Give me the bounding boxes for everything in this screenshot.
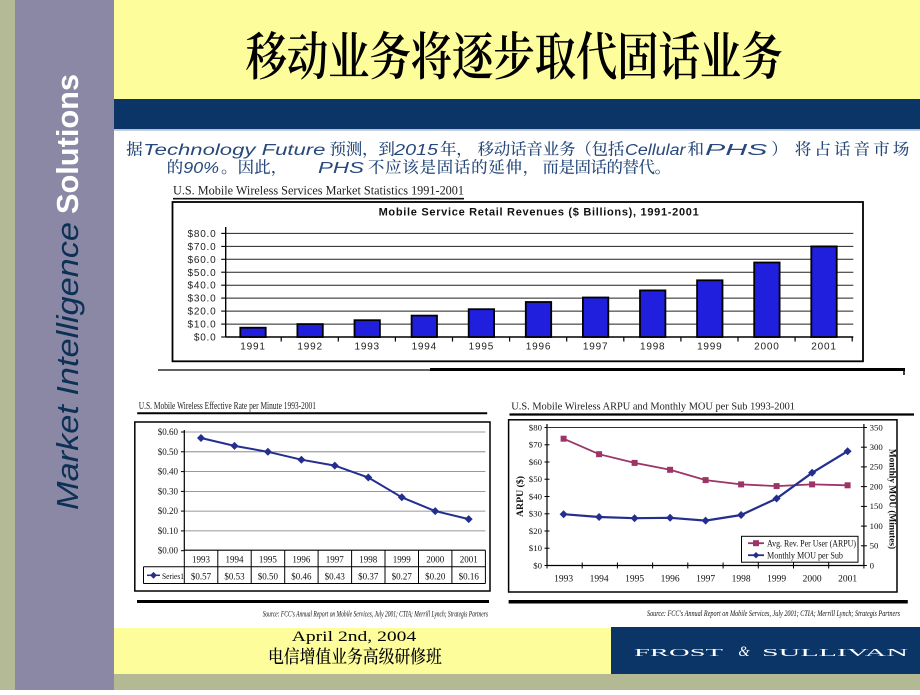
- svg-text:April 2nd, 2004: April 2nd, 2004: [292, 629, 417, 645]
- svg-text:$0.27: $0.27: [392, 571, 413, 581]
- svg-text:2000: 2000: [803, 575, 822, 585]
- svg-text:$80.0: $80.0: [187, 229, 216, 240]
- svg-text:$0.40: $0.40: [158, 467, 179, 477]
- svg-text:1993: 1993: [554, 575, 573, 585]
- svg-text:1992: 1992: [297, 342, 322, 353]
- svg-text:$10: $10: [529, 543, 543, 553]
- svg-text:FROST: FROST: [634, 647, 724, 659]
- svg-text:1997: 1997: [583, 342, 608, 353]
- svg-text:1995: 1995: [469, 342, 494, 353]
- svg-text:U.S. Mobile Wireless ARPU and: U.S. Mobile Wireless ARPU and Monthly MO…: [511, 401, 795, 413]
- svg-text:90%: 90%: [183, 160, 219, 177]
- svg-text:SULLIVAN: SULLIVAN: [762, 647, 909, 659]
- svg-text:1994: 1994: [590, 575, 609, 585]
- svg-text:U.S. Mobile Wireless Effective: U.S. Mobile Wireless Effective Rate per …: [139, 400, 316, 412]
- svg-text:1998: 1998: [640, 342, 665, 353]
- svg-text:PHS: PHS: [318, 160, 365, 177]
- svg-text:$60.0: $60.0: [187, 255, 216, 266]
- svg-text:$10.0: $10.0: [187, 320, 216, 331]
- svg-text:1999: 1999: [697, 342, 722, 353]
- svg-text:$30.0: $30.0: [187, 294, 216, 305]
- svg-text:U.S. Mobile Wireless Services: U.S. Mobile Wireless Services Market Sta…: [173, 184, 464, 198]
- svg-text:Source: FCC's Annual Report on: Source: FCC's Annual Report on Mobile Se…: [647, 609, 900, 618]
- svg-text:2000: 2000: [426, 555, 445, 565]
- svg-text:1999: 1999: [393, 555, 412, 565]
- svg-text:1996: 1996: [661, 575, 680, 585]
- svg-text:1994: 1994: [412, 342, 437, 353]
- svg-text:$0.57: $0.57: [191, 571, 212, 581]
- svg-text:$60: $60: [529, 457, 543, 467]
- svg-text:1993: 1993: [354, 342, 379, 353]
- svg-text:$0.20: $0.20: [158, 506, 179, 516]
- svg-text:350: 350: [870, 422, 884, 432]
- svg-text:$0.53: $0.53: [224, 571, 245, 581]
- svg-text:$0.16: $0.16: [459, 571, 480, 581]
- svg-text:$0: $0: [533, 560, 542, 570]
- svg-text:1996: 1996: [292, 555, 311, 565]
- svg-text:$40: $40: [529, 491, 543, 501]
- svg-text:Technology Future: Technology Future: [143, 142, 326, 159]
- svg-text:$0.60: $0.60: [158, 427, 179, 437]
- svg-text:$0.30: $0.30: [158, 486, 179, 496]
- svg-text:1998: 1998: [732, 575, 751, 585]
- svg-text:$70.0: $70.0: [187, 242, 216, 253]
- svg-text:$0.0: $0.0: [194, 333, 217, 344]
- svg-text:Solutions: Solutions: [50, 74, 85, 214]
- svg-text:0: 0: [870, 560, 875, 570]
- svg-text:1995: 1995: [259, 555, 278, 565]
- svg-text:$80: $80: [529, 422, 543, 432]
- svg-text:$0.10: $0.10: [158, 526, 179, 536]
- svg-text:PHS: PHS: [705, 142, 769, 159]
- svg-text:150: 150: [870, 501, 884, 511]
- svg-text:ARPU ($): ARPU ($): [515, 476, 526, 517]
- svg-text:50: 50: [870, 541, 879, 551]
- svg-text:Cellular: Cellular: [625, 142, 686, 159]
- svg-text:250: 250: [870, 462, 884, 472]
- svg-text:$30: $30: [529, 509, 543, 519]
- svg-text:&: &: [738, 644, 750, 660]
- svg-text:1994: 1994: [226, 555, 245, 565]
- svg-text:$0.43: $0.43: [325, 571, 346, 581]
- svg-text:Avg. Rev. Per User (ARPU): Avg. Rev. Per User (ARPU): [767, 539, 856, 549]
- svg-text:Series1: Series1: [162, 571, 184, 581]
- svg-text:$0.50: $0.50: [158, 447, 179, 457]
- svg-text:200: 200: [870, 481, 884, 491]
- svg-text:$0.46: $0.46: [291, 571, 312, 581]
- svg-text:Source: FCC's Annual Report on: Source: FCC's Annual Report on Mobile Se…: [263, 610, 488, 619]
- svg-text:2015: 2015: [393, 142, 439, 159]
- svg-text:Monthly MOU (Minutes): Monthly MOU (Minutes): [887, 449, 898, 549]
- svg-text:1995: 1995: [625, 575, 644, 585]
- svg-text:2000: 2000: [754, 342, 779, 353]
- svg-text:Mobile Service Retail Revenues: Mobile Service Retail Revenues ($ Billio…: [379, 207, 700, 219]
- svg-text:1991: 1991: [240, 342, 265, 353]
- svg-text:1997: 1997: [326, 555, 345, 565]
- svg-text:$70: $70: [529, 440, 543, 450]
- svg-text:1997: 1997: [696, 575, 715, 585]
- svg-text:$50.0: $50.0: [187, 268, 216, 279]
- svg-text:$20: $20: [529, 526, 543, 536]
- svg-text:100: 100: [870, 521, 884, 531]
- svg-text:2001: 2001: [838, 575, 857, 585]
- svg-text:300: 300: [870, 442, 884, 452]
- svg-text:1999: 1999: [767, 575, 786, 585]
- svg-text:$0.37: $0.37: [358, 571, 379, 581]
- svg-text:2001: 2001: [811, 342, 836, 353]
- svg-text:1996: 1996: [526, 342, 551, 353]
- svg-text:Monthly MOU per Sub: Monthly MOU per Sub: [767, 551, 843, 561]
- svg-text:2001: 2001: [460, 555, 478, 565]
- svg-text:$0.20: $0.20: [425, 571, 446, 581]
- svg-text:$0.00: $0.00: [158, 546, 179, 556]
- svg-text:$40.0: $40.0: [187, 281, 216, 292]
- svg-text:1993: 1993: [192, 555, 211, 565]
- svg-text:$20.0: $20.0: [187, 307, 216, 318]
- svg-text:Market Intelligence: Market Intelligence: [50, 222, 85, 510]
- svg-text:$50: $50: [529, 474, 543, 484]
- svg-text:$0.50: $0.50: [258, 571, 279, 581]
- svg-text:1998: 1998: [359, 555, 378, 565]
